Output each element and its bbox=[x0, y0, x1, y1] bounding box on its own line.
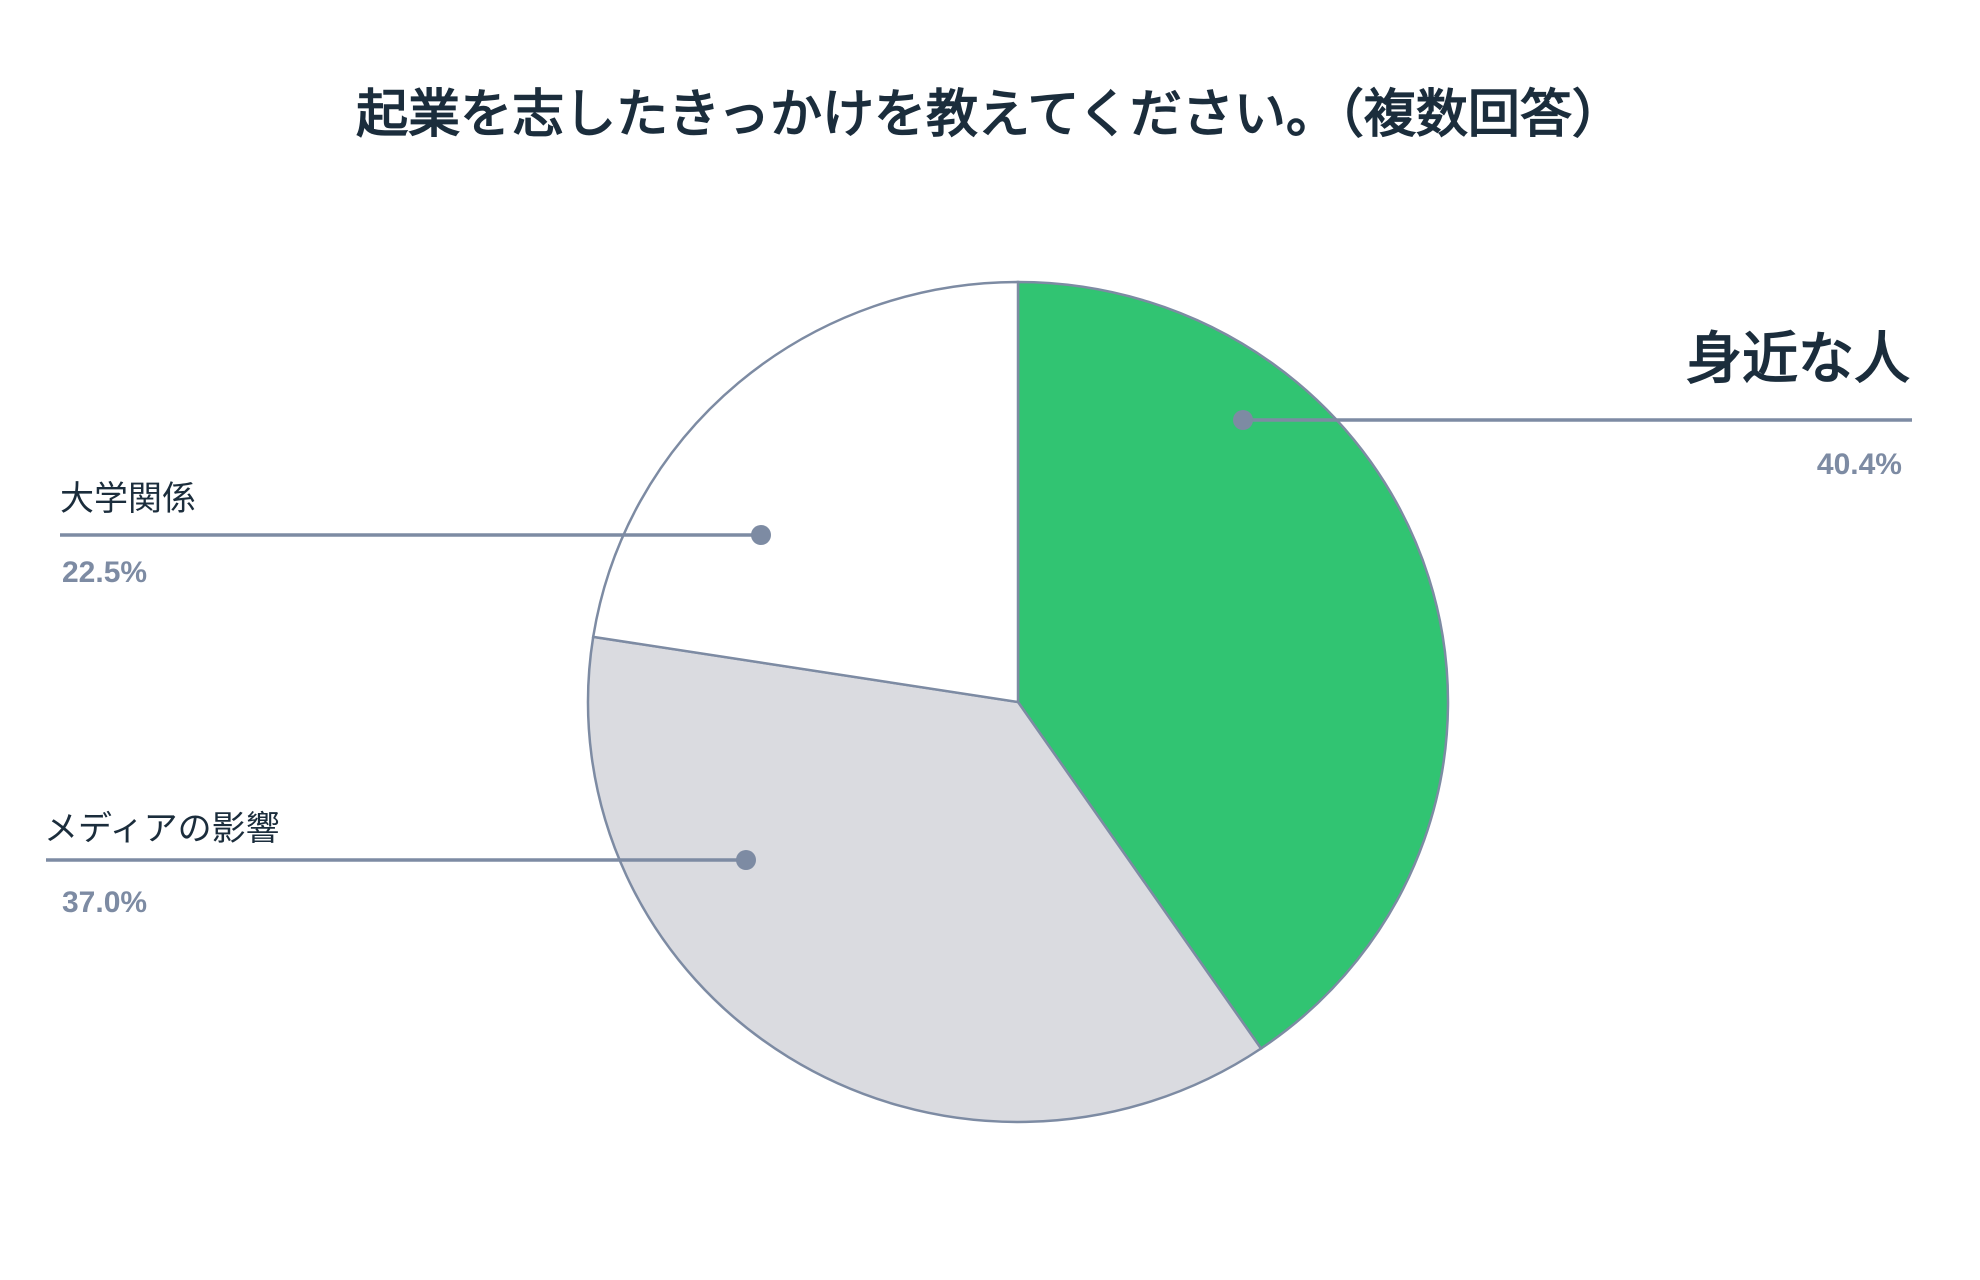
pie-slice-2 bbox=[586, 635, 1263, 1124]
callout-dot-2 bbox=[736, 850, 756, 870]
pie-slice-3 bbox=[591, 280, 1020, 704]
callout-dot-1 bbox=[1233, 410, 1253, 430]
slice-value-1: 40.4% bbox=[1817, 448, 1902, 481]
callout-dot-3 bbox=[751, 525, 771, 545]
slice-label-1: 身近な人 bbox=[1686, 327, 1910, 392]
pie-slice-1 bbox=[1016, 280, 1450, 1051]
chart-title: 起業を志したきっかけを教えてください。（複数回答） bbox=[356, 85, 1624, 145]
slice-value-2: 37.0% bbox=[62, 886, 147, 919]
slice-label-2: メディアの影響 bbox=[44, 809, 280, 849]
slice-value-3: 22.5% bbox=[62, 556, 147, 589]
slice-label-3: 大学関係 bbox=[60, 479, 196, 519]
